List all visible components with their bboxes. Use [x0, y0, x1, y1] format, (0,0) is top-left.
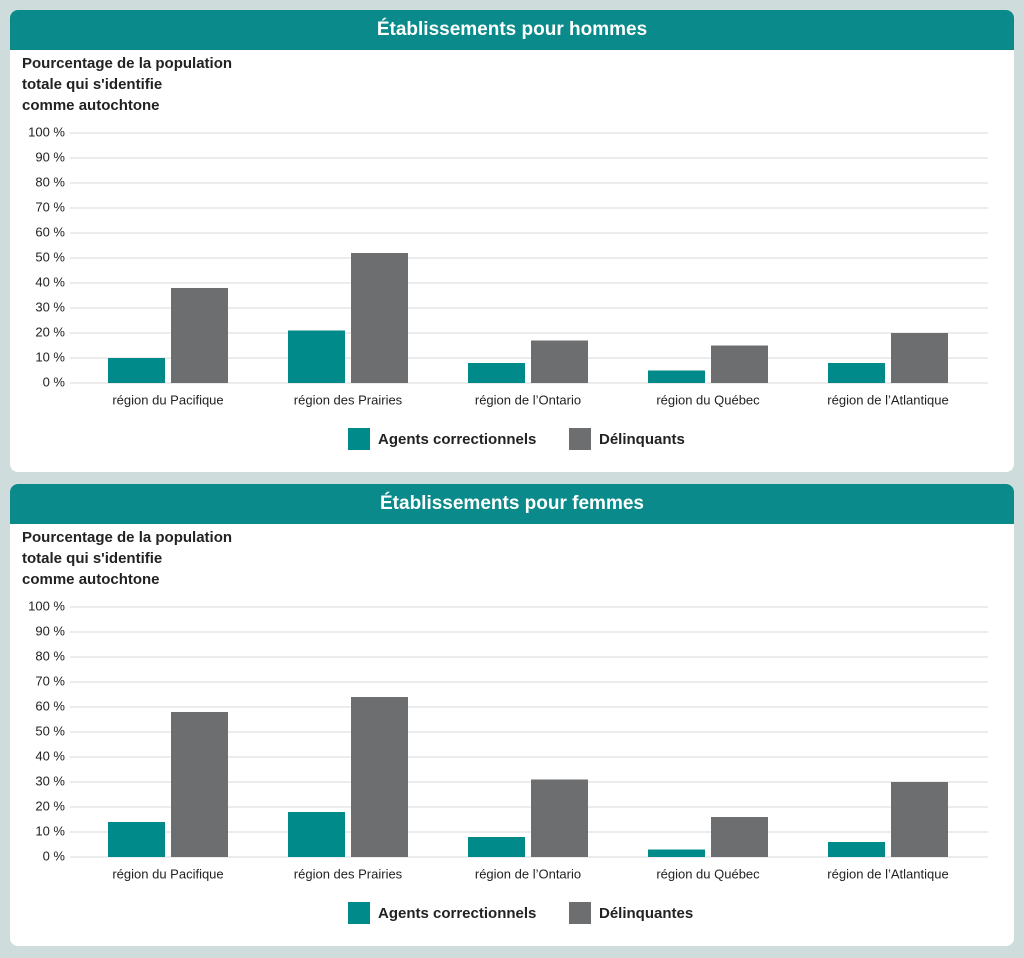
bar — [288, 330, 345, 383]
y-tick-label: 70 % — [35, 199, 65, 214]
bar — [891, 782, 948, 857]
y-tick-label: 100 % — [28, 124, 65, 139]
legend-label: Agents correctionnels — [378, 431, 536, 448]
panel-header — [10, 10, 1014, 50]
y-tick-label: 70 % — [35, 673, 65, 688]
y-tick-label: 10 % — [35, 823, 65, 838]
bar — [828, 842, 885, 857]
y-tick-label: 50 % — [35, 249, 65, 264]
y-tick-label: 90 % — [35, 149, 65, 164]
y-tick-label: 80 % — [35, 648, 65, 663]
chart-title: Établissements pour femmes — [380, 492, 644, 514]
x-tick-label: région du Québec — [656, 866, 760, 881]
bar — [171, 712, 228, 857]
y-axis-label: Pourcentage de la population — [22, 529, 232, 546]
x-tick-label: région de l’Ontario — [475, 392, 581, 407]
bar — [711, 817, 768, 857]
y-tick-label: 0 % — [43, 848, 66, 863]
bar — [531, 779, 588, 857]
bar — [288, 812, 345, 857]
y-tick-label: 20 % — [35, 798, 65, 813]
y-tick-label: 90 % — [35, 623, 65, 638]
y-tick-label: 0 % — [43, 374, 66, 389]
legend-label: Délinquants — [599, 431, 685, 448]
y-axis-label: comme autochtone — [22, 571, 160, 588]
y-axis-label: totale qui s'identifie — [22, 76, 162, 93]
y-axis-label: Pourcentage de la population — [22, 55, 232, 72]
y-tick-label: 50 % — [35, 723, 65, 738]
x-tick-label: région du Pacifique — [112, 866, 223, 881]
legend-swatch — [348, 428, 370, 450]
y-tick-label: 100 % — [28, 598, 65, 613]
x-tick-label: région des Prairies — [294, 392, 403, 407]
y-tick-label: 60 % — [35, 224, 65, 239]
bar — [171, 288, 228, 383]
y-tick-label: 40 % — [35, 748, 65, 763]
x-tick-label: région des Prairies — [294, 866, 403, 881]
x-tick-label: région du Pacifique — [112, 392, 223, 407]
legend-swatch — [569, 902, 591, 924]
x-tick-label: région du Québec — [656, 392, 760, 407]
y-tick-label: 80 % — [35, 174, 65, 189]
x-tick-label: région de l’Atlantique — [827, 392, 948, 407]
x-tick-label: région de l’Atlantique — [827, 866, 948, 881]
legend-label: Délinquantes — [599, 905, 693, 922]
bar — [711, 345, 768, 383]
panel-header — [10, 484, 1014, 524]
x-tick-label: région de l’Ontario — [475, 866, 581, 881]
y-tick-label: 40 % — [35, 274, 65, 289]
y-tick-label: 30 % — [35, 773, 65, 788]
bar — [648, 849, 705, 857]
bar — [108, 822, 165, 857]
y-tick-label: 30 % — [35, 299, 65, 314]
bar — [468, 837, 525, 857]
legend-swatch — [569, 428, 591, 450]
y-axis-label: totale qui s'identifie — [22, 550, 162, 567]
bar — [351, 253, 408, 383]
legend-label: Agents correctionnels — [378, 905, 536, 922]
y-tick-label: 60 % — [35, 698, 65, 713]
bar — [648, 370, 705, 383]
bar — [891, 333, 948, 383]
y-axis-label: comme autochtone — [22, 97, 160, 114]
y-tick-label: 20 % — [35, 324, 65, 339]
bar — [531, 340, 588, 383]
y-tick-label: 10 % — [35, 349, 65, 364]
bar — [108, 358, 165, 383]
chart-title: Établissements pour hommes — [377, 18, 647, 40]
bar — [828, 363, 885, 383]
bar — [468, 363, 525, 383]
legend-swatch — [348, 902, 370, 924]
bar — [351, 697, 408, 857]
